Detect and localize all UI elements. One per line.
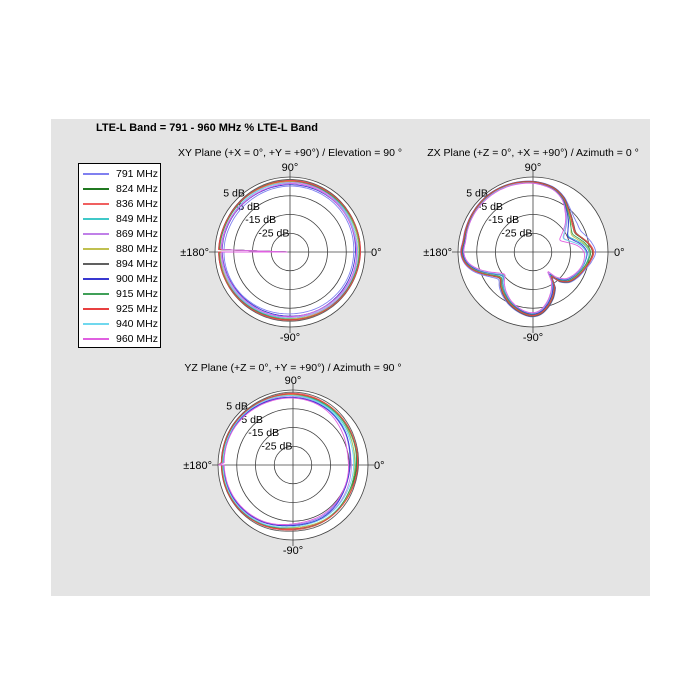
legend-line-swatch bbox=[83, 277, 109, 280]
ring-label--15db: -15 dB bbox=[245, 214, 276, 226]
series-900-MHz bbox=[221, 184, 356, 317]
series-925-MHz bbox=[218, 393, 359, 530]
series-925-MHz bbox=[460, 181, 594, 316]
legend-line-swatch bbox=[83, 322, 109, 325]
series-900-MHz bbox=[218, 396, 351, 527]
legend-item: 880 MHz bbox=[79, 241, 160, 256]
legend-label: 849 MHz bbox=[116, 212, 159, 225]
legend-line-swatch bbox=[83, 337, 109, 340]
legend: 791 MHz 824 MHz 836 MHz 849 MHz 869 MHz 880 M… bbox=[78, 163, 161, 348]
series-940-MHz bbox=[463, 182, 587, 314]
legend-item: 900 MHz bbox=[79, 271, 160, 286]
legend-item: 960 MHz bbox=[79, 331, 160, 346]
zx-plot-svg: 5 dB-5 dB-15 dB-25 dB 90° 0° ±180° -90° bbox=[423, 162, 625, 344]
legend-line-swatch bbox=[83, 232, 109, 235]
series-960-MHz bbox=[218, 397, 349, 525]
legend-label: 791 MHz bbox=[116, 167, 159, 180]
legend-label: 894 MHz bbox=[116, 257, 159, 270]
legend-label: 940 MHz bbox=[116, 317, 159, 330]
legend-line-swatch bbox=[83, 262, 109, 265]
legend-item: 836 MHz bbox=[79, 196, 160, 211]
legend-item: 849 MHz bbox=[79, 211, 160, 226]
ring-label--15db: -15 dB bbox=[248, 427, 279, 439]
legend-item: 869 MHz bbox=[79, 226, 160, 241]
legend-label: 900 MHz bbox=[116, 272, 159, 285]
series-940-MHz bbox=[218, 395, 355, 528]
legend-label: 915 MHz bbox=[116, 287, 159, 300]
yz-plot-title: YZ Plane (+Z = 0°, +Y = +90°) / Azimuth … bbox=[184, 362, 402, 374]
series-925-MHz bbox=[218, 180, 361, 321]
legend-item: 940 MHz bbox=[79, 316, 160, 331]
zx-plot-title: ZX Plane (+Z = 0°, +X = +90°) / Azimuth … bbox=[427, 147, 639, 159]
ring-label-5db: 5 dB bbox=[226, 401, 248, 413]
legend-label: 960 MHz bbox=[116, 332, 159, 345]
legend-label: 880 MHz bbox=[116, 242, 159, 255]
legend-item: 791 MHz bbox=[79, 166, 160, 181]
angle-label-right: 0° bbox=[374, 460, 385, 472]
ring-label--25db: -25 dB bbox=[261, 440, 292, 452]
angle-label-left: ±180° bbox=[423, 247, 452, 259]
legend-item: 824 MHz bbox=[79, 181, 160, 196]
angle-label-right: 0° bbox=[371, 247, 382, 259]
ring-label--15db: -15 dB bbox=[488, 214, 519, 226]
ring-label--25db: -25 dB bbox=[258, 227, 289, 239]
legend-item: 894 MHz bbox=[79, 256, 160, 271]
xy-plane-polar-plot: 5 dB -5 dB -15 dB -25 dB 90° 0° ±180° -90° bbox=[180, 142, 400, 362]
series-960-MHz bbox=[463, 182, 586, 314]
figure-title: LTE-L Band = 791 - 960 MHz % LTE-L Band bbox=[96, 122, 318, 134]
figure-panel: LTE-L Band = 791 - 960 MHz % LTE-L Band … bbox=[51, 119, 650, 596]
ring-label-5db: 5 dB bbox=[223, 188, 245, 200]
xy-plot-title: XY Plane (+X = 0°, +Y = +90°) / Elevatio… bbox=[177, 147, 403, 159]
series-940-MHz bbox=[221, 182, 358, 318]
legend-label: 925 MHz bbox=[116, 302, 159, 315]
series-791-MHz bbox=[223, 185, 355, 315]
series-960-MHz bbox=[221, 183, 357, 318]
ring-label--25db: -25 dB bbox=[501, 227, 532, 239]
angle-label-top: 90° bbox=[285, 375, 302, 387]
legend-line-swatch bbox=[83, 187, 109, 190]
angle-label-bottom: -90° bbox=[523, 332, 543, 344]
series-894-MHz bbox=[218, 391, 359, 532]
legend-label: 869 MHz bbox=[116, 227, 159, 240]
zx-plane-polar-plot: 5 dB -5 dB -15 dB -25 dB 90° 0° ±180° -90° bbox=[423, 142, 643, 362]
legend-item: 915 MHz bbox=[79, 286, 160, 301]
legend-line-swatch bbox=[83, 307, 109, 310]
legend-line-swatch bbox=[83, 247, 109, 250]
angle-label-top: 90° bbox=[525, 162, 542, 174]
legend-line-swatch bbox=[83, 217, 109, 220]
legend-item: 925 MHz bbox=[79, 301, 160, 316]
angle-label-left: ±180° bbox=[180, 247, 209, 259]
angle-label-bottom: -90° bbox=[280, 332, 300, 344]
legend-label: 824 MHz bbox=[116, 182, 159, 195]
ring-label--5db: -5 dB bbox=[478, 201, 503, 213]
legend-line-swatch bbox=[83, 172, 109, 175]
legend-label: 836 MHz bbox=[116, 197, 159, 210]
angle-label-right: 0° bbox=[614, 247, 625, 259]
legend-line-swatch bbox=[83, 202, 109, 205]
ring-label-5db: 5 dB bbox=[466, 188, 488, 200]
yz-plane-polar-plot: 5 dB -5 dB -15 dB -25 dB 90° 0° ±180° -90° bbox=[183, 355, 403, 575]
legend-line-swatch bbox=[83, 292, 109, 295]
angle-label-bottom: -90° bbox=[283, 545, 303, 557]
angle-label-top: 90° bbox=[282, 162, 299, 174]
angle-label-left: ±180° bbox=[183, 460, 212, 472]
